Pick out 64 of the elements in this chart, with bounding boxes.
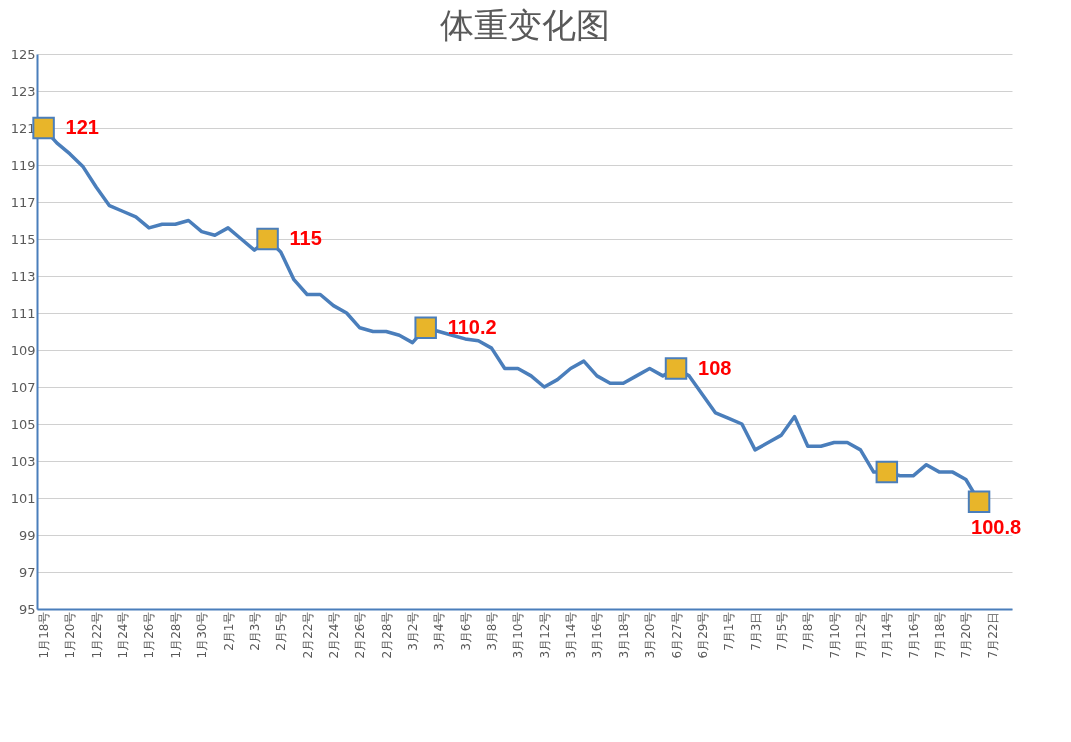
x-tick-label: 1月18号: [37, 611, 52, 659]
x-tick-label: 6月27号: [669, 611, 684, 659]
y-tick-label: 119: [10, 157, 36, 173]
x-tick-label: 6月29号: [695, 611, 710, 659]
data-label: 110.2: [447, 315, 497, 338]
y-tick-label: 95: [18, 601, 36, 617]
x-tick-label: 3月10号: [511, 611, 526, 659]
y-tick-label: 123: [10, 83, 36, 99]
x-tick-label: 3月20号: [643, 611, 658, 659]
x-tick-label: 7月14号: [880, 611, 895, 659]
x-tick-label: 7月16号: [906, 611, 921, 659]
point: [32, 116, 55, 140]
x-tick-label: 7月20号: [959, 611, 974, 659]
x-tick-label: 3月14号: [564, 611, 579, 659]
y-tick-label: 107: [10, 379, 36, 395]
x-tick-label: 2月26号: [353, 611, 368, 659]
x-tick-label: 3月18号: [616, 611, 631, 659]
x-tick-label: 3月4号: [432, 611, 447, 651]
x-tick-label: 1月26号: [142, 611, 157, 659]
x-tick-label: 3月8号: [485, 611, 500, 651]
x-tick-label: 3月2号: [406, 611, 421, 651]
x-tick-label: 1月24号: [116, 611, 131, 659]
data-label: 108: [698, 356, 732, 379]
chart-title: 体重变化图: [439, 5, 610, 45]
y-tick-label: 117: [10, 194, 36, 210]
x-tick-label: 7月8号: [801, 611, 816, 651]
x-tick-label: 2月3号: [247, 611, 262, 651]
y-tick-label: 97: [18, 564, 36, 580]
x-tick-label: 7月18号: [933, 611, 948, 659]
data-label: 115: [289, 227, 322, 249]
x-tick-label: 2月1号: [221, 611, 236, 651]
x-tick-label: 2月28号: [379, 611, 394, 659]
y-tick-label: 101: [10, 490, 36, 506]
x-tick-label: 7月5号: [774, 611, 789, 651]
y-tick-label: 125: [10, 46, 36, 62]
point: [875, 460, 899, 484]
y-tick-label: 115: [10, 231, 36, 247]
x-tick-label: 2月22号: [300, 611, 315, 659]
x-tick-label: 7月1号: [722, 611, 737, 651]
x-tick-label: 2月24号: [326, 611, 341, 659]
x-tick-label: 1月28号: [168, 611, 183, 659]
data-label: 100.8: [971, 515, 1022, 538]
point: [256, 227, 279, 251]
y-tick-label: 111: [10, 305, 36, 321]
x-tick-label: 1月22号: [89, 611, 104, 659]
x-tick-label: 3月16号: [590, 611, 605, 659]
x-tick-label: 7月3日: [748, 611, 763, 651]
data-label: 121: [65, 116, 99, 138]
y-tick-label: 105: [10, 416, 36, 432]
x-tick-label: 7月12号: [853, 611, 868, 659]
x-tick-label: 7月22日: [985, 611, 1000, 659]
x-tick-label: 7月10号: [827, 611, 842, 659]
point: [414, 316, 437, 340]
x-tick-label: 1月20号: [63, 611, 78, 659]
x-tick-label: 3月6号: [458, 611, 473, 651]
x-tick-label: 3月12号: [537, 611, 552, 659]
y-tick-label: 113: [10, 268, 36, 284]
y-tick-label: 99: [18, 527, 36, 543]
x-tick-label: 2月5号: [274, 611, 289, 651]
point: [664, 357, 688, 380]
x-tick-label: 1月30号: [195, 611, 210, 659]
y-tick-label: 103: [10, 453, 36, 469]
point: [967, 490, 991, 513]
y-tick-label: 109: [10, 342, 36, 358]
